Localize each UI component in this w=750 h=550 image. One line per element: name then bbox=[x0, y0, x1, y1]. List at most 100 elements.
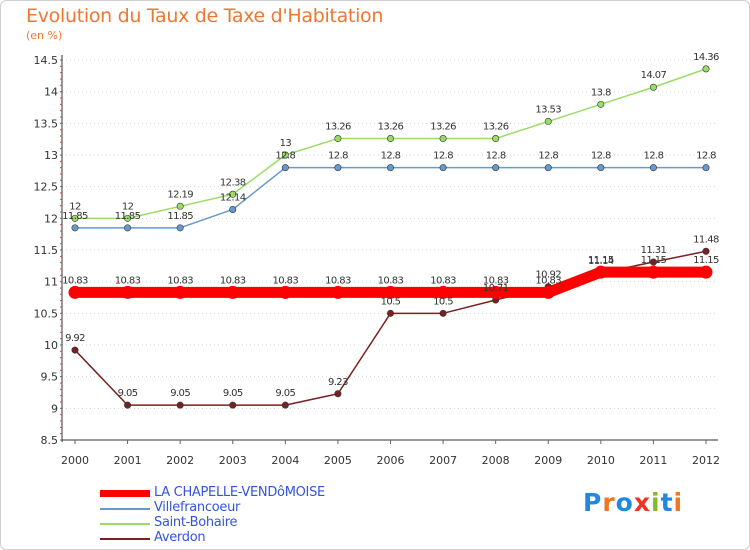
data-label: 10.83 bbox=[273, 275, 299, 286]
data-point bbox=[699, 265, 713, 279]
data-label: 10.5 bbox=[433, 296, 453, 307]
data-point bbox=[278, 285, 292, 299]
data-label: 12 bbox=[122, 201, 134, 212]
data-point bbox=[492, 164, 500, 172]
y-tick-label: 12.5 bbox=[34, 181, 59, 194]
y-tick-label: 12 bbox=[44, 212, 58, 225]
logo-letter: t bbox=[660, 488, 674, 517]
data-point bbox=[702, 164, 710, 172]
legend-label-la-chapelle: LA CHAPELLE-VENDôMOISE bbox=[154, 485, 325, 500]
data-point bbox=[331, 285, 345, 299]
data-label: 12.8 bbox=[696, 151, 716, 162]
data-labels: 10.83 10.83 10.83 10.83 10.83 10.83 10.83 10.83… bbox=[62, 52, 719, 399]
data-label: 12.8 bbox=[486, 151, 506, 162]
data-point bbox=[121, 285, 135, 299]
data-point bbox=[649, 83, 657, 91]
data-point bbox=[702, 247, 710, 255]
y-tick-label: 14 bbox=[44, 86, 58, 99]
data-label: 9.05 bbox=[170, 388, 190, 399]
data-label: 10.83 bbox=[378, 275, 404, 286]
data-label: 10.83 bbox=[115, 275, 141, 286]
data-label: 12.8 bbox=[591, 151, 611, 162]
data-point bbox=[489, 285, 503, 299]
data-label: 9.92 bbox=[65, 333, 85, 344]
data-label: 10.83 bbox=[62, 275, 88, 286]
data-point bbox=[439, 164, 447, 172]
y-tick-label: 11 bbox=[44, 276, 58, 289]
data-label: 9.23 bbox=[328, 377, 348, 388]
data-point bbox=[594, 265, 608, 279]
data-label: 14.07 bbox=[641, 70, 667, 81]
data-point bbox=[334, 135, 342, 143]
data-label: 13.53 bbox=[535, 104, 561, 115]
logo-letter: o bbox=[615, 488, 634, 517]
x-tick-label: 2006 bbox=[377, 454, 405, 467]
data-point bbox=[334, 390, 342, 398]
data-label: 9.05 bbox=[223, 388, 243, 399]
data-point bbox=[281, 151, 289, 159]
data-point bbox=[176, 202, 184, 210]
x-tick-label: 2011 bbox=[639, 454, 667, 467]
data-label: 12.19 bbox=[167, 189, 193, 200]
data-point bbox=[386, 164, 394, 172]
y-axis-ticks: 8.5 9 9.5 10 10.5 11 11.5 12 12.5 13 13.5 14 14.5 bbox=[34, 54, 62, 447]
data-point bbox=[124, 401, 132, 409]
line-chart: 8.5 9 9.5 10 10.5 11 11.5 12 12.5 13 13.5 14 14.5 20… bbox=[34, 52, 721, 467]
y-tick-label: 13.5 bbox=[34, 117, 59, 130]
x-tick-label: 2001 bbox=[114, 454, 142, 467]
x-tick-label: 2007 bbox=[429, 454, 457, 467]
x-tick-label: 2009 bbox=[534, 454, 562, 467]
data-point bbox=[646, 265, 660, 279]
data-label: 10.5 bbox=[381, 296, 401, 307]
data-label: 12.8 bbox=[643, 151, 663, 162]
y-tick-label: 10 bbox=[44, 339, 58, 352]
data-label: 14.36 bbox=[693, 52, 719, 63]
data-point bbox=[439, 309, 447, 317]
x-tick-label: 2002 bbox=[166, 454, 194, 467]
data-point bbox=[541, 285, 555, 299]
data-label: 11.15 bbox=[641, 255, 667, 266]
axes bbox=[60, 55, 718, 442]
data-label: 12 bbox=[69, 201, 81, 212]
data-label: 11.85 bbox=[115, 211, 141, 222]
data-point bbox=[384, 285, 397, 299]
x-tick-label: 2005 bbox=[324, 454, 352, 467]
legend-label-saint-bohaire: Saint-Bohaire bbox=[154, 515, 238, 530]
data-label: 13.26 bbox=[430, 122, 456, 133]
legend-swatch-la-chapelle bbox=[100, 490, 150, 497]
grid bbox=[62, 59, 718, 441]
data-point bbox=[386, 309, 394, 317]
x-tick-label: 2012 bbox=[692, 454, 720, 467]
data-label: 10.83 bbox=[167, 275, 193, 286]
legend-label-averdon: Averdon bbox=[154, 530, 206, 545]
data-label: 11.15 bbox=[693, 255, 719, 266]
chart-subtitle: (en %) bbox=[26, 29, 63, 42]
series-lines bbox=[69, 68, 712, 406]
legend-swatch-saint-bohaire bbox=[100, 523, 150, 525]
logo-letter: r bbox=[602, 488, 616, 517]
data-point bbox=[71, 214, 79, 222]
series-points bbox=[68, 65, 713, 409]
data-point bbox=[649, 164, 657, 172]
x-tick-label: 2000 bbox=[61, 454, 89, 467]
y-tick-label: 9.5 bbox=[41, 371, 59, 384]
data-label: 12.8 bbox=[328, 151, 348, 162]
data-label: 10.83 bbox=[483, 275, 509, 286]
logo-letter: x bbox=[633, 488, 651, 517]
data-point bbox=[124, 214, 132, 222]
y-tick-label: 11.5 bbox=[34, 244, 59, 257]
data-point bbox=[597, 100, 605, 108]
x-tick-label: 2008 bbox=[482, 454, 510, 467]
data-point bbox=[124, 224, 132, 232]
data-label: 10.92 bbox=[535, 270, 561, 281]
data-label: 10.83 bbox=[535, 275, 561, 286]
legend-swatch-averdon bbox=[100, 538, 150, 540]
y-tick-label: 8.5 bbox=[41, 434, 59, 447]
y-tick-label: 10.5 bbox=[34, 307, 59, 320]
data-label: 10.83 bbox=[220, 275, 246, 286]
logo-letter: i bbox=[651, 488, 661, 517]
data-point bbox=[281, 164, 289, 172]
data-point bbox=[597, 164, 605, 172]
data-point bbox=[386, 135, 394, 143]
data-point bbox=[229, 401, 237, 409]
